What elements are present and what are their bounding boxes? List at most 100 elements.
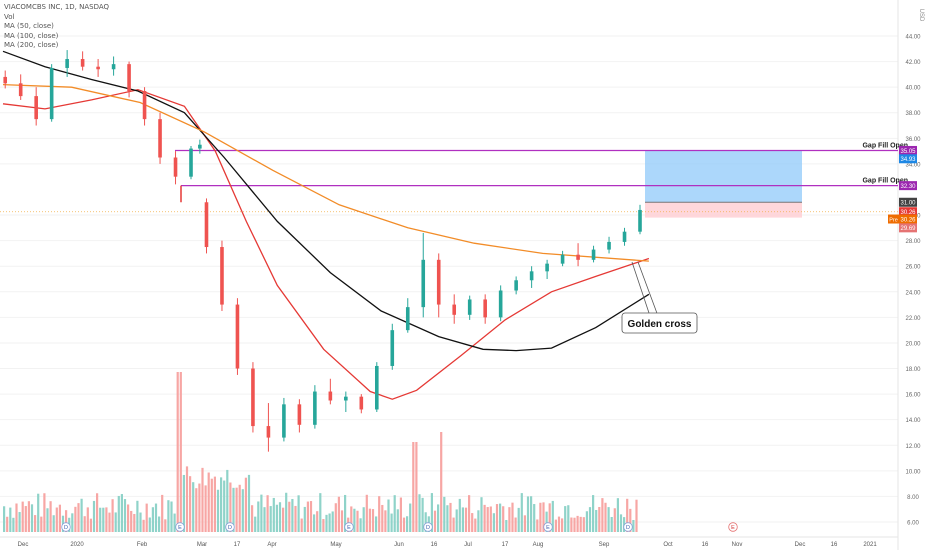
y-tick-label: 44.00 [905, 35, 921, 41]
volume-bar [539, 502, 542, 532]
price-axis-tag [899, 223, 917, 233]
future-earnings-label: E [731, 525, 735, 531]
volume-bar [486, 507, 489, 532]
y-tick-label: 36.00 [905, 137, 921, 143]
volume-bar [303, 506, 306, 532]
volume-bar [576, 515, 579, 532]
price-axis-tag-label: 30.26 [900, 210, 916, 216]
volume-bar [579, 516, 582, 532]
volume-bar [430, 493, 433, 532]
candle-body [529, 271, 534, 281]
x-tick-label: Sep [599, 542, 610, 548]
event-marker [175, 522, 185, 532]
volume-bar [145, 503, 148, 532]
event-marker [423, 522, 433, 532]
volume-bar [220, 477, 223, 532]
volume-bar [344, 494, 347, 532]
volume-bar [195, 488, 198, 532]
legend-vol[interactable]: Vol [4, 12, 15, 21]
volume-bar [495, 504, 499, 532]
volume-bar [114, 512, 117, 532]
x-tick-label: 16 [831, 542, 838, 548]
volume-bar [406, 516, 409, 532]
volume-bar [229, 482, 232, 532]
event-marker [61, 522, 71, 532]
volume-bar [557, 516, 561, 532]
volume-bar [216, 489, 220, 532]
volume-bar [306, 501, 309, 532]
volume-bar [350, 506, 353, 532]
legend-ma50[interactable]: MA (50, close) [4, 22, 54, 30]
candle-body [204, 202, 209, 248]
legend-ma100[interactable]: MA (100, close) [4, 31, 59, 40]
golden-cross-label: Golden cross [628, 319, 692, 330]
volume-bar [489, 506, 492, 532]
volume-bar [375, 516, 378, 532]
x-tick-label: 16 [431, 542, 438, 548]
volume-bar [285, 492, 288, 532]
volume-bar [151, 507, 154, 532]
event-marker-label: E [546, 525, 550, 531]
volume-bar [52, 515, 55, 532]
ma100-line [2, 50, 650, 352]
volume-bar [449, 502, 452, 532]
x-tick-label: Jul [464, 542, 472, 548]
volume-bar [458, 498, 461, 532]
volume-bar [278, 502, 282, 532]
volume-bar [282, 507, 285, 532]
y-tick-label: 42.00 [905, 60, 921, 66]
candle-body [158, 119, 162, 158]
volume-bar [368, 508, 371, 532]
volume-bar [235, 487, 238, 532]
price-axis-tag [899, 197, 917, 207]
x-tick-label: 16 [702, 542, 709, 548]
volume-bar [502, 506, 505, 532]
price-axis-tag [899, 214, 917, 224]
price-axis-tag-label: 30.26 [900, 217, 916, 223]
y-tick-label: 12.00 [905, 444, 921, 450]
volume-bar [598, 506, 601, 532]
volume-bar [223, 480, 226, 532]
volume-bar [176, 372, 179, 532]
y-tick-label: 14.00 [905, 418, 921, 424]
volume-bar [133, 513, 136, 532]
volume-bar [551, 500, 554, 532]
y-tick-label: 28.00 [905, 239, 921, 245]
y-tick-label: 26.00 [905, 265, 921, 271]
x-tick-label: 17 [234, 542, 241, 548]
y-tick-label: 38.00 [905, 111, 921, 117]
volume-bar [626, 498, 629, 532]
target-zone [645, 150, 802, 203]
volume-bar [365, 494, 368, 532]
volume-bar [204, 485, 207, 532]
legend-ma200[interactable]: MA (200, close) [4, 41, 59, 49]
volume-bar [499, 503, 502, 532]
volume-bar [402, 517, 406, 532]
candle-body [251, 368, 255, 427]
volume-bar [288, 501, 291, 532]
price-axis-tag [899, 154, 917, 164]
gap-fill-label: Gap Fill Open [862, 178, 908, 185]
volume-bar [15, 503, 18, 532]
volume-bar [474, 518, 477, 532]
symbol-title[interactable]: VIACOMCBS INC, 1D, NASDAQ [4, 3, 110, 11]
volume-bar [173, 513, 176, 532]
candle-body [173, 157, 178, 177]
volume-bar [120, 494, 123, 532]
volume-bar [49, 501, 52, 532]
event-marker [543, 522, 553, 532]
volume-bar [570, 517, 573, 532]
volume-bar [77, 503, 80, 532]
candle-body [111, 64, 116, 70]
stop-zone [645, 202, 802, 218]
candle-body [638, 209, 642, 232]
volume-bar [337, 496, 340, 532]
candle-body [591, 249, 596, 260]
candle-body [344, 396, 348, 401]
volume-bar [455, 509, 458, 532]
volume-bar [251, 505, 254, 532]
volume-bar [99, 507, 102, 532]
volume-bar [390, 513, 393, 532]
